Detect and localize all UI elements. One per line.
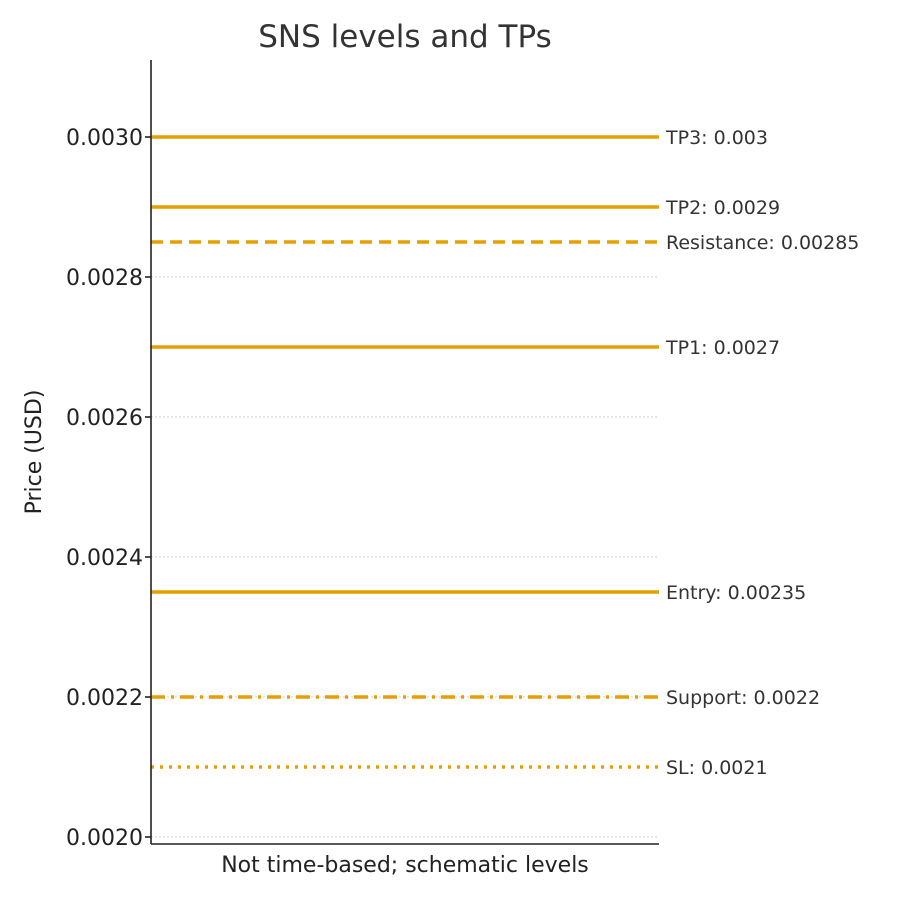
x-axis-label: Not time-based; schematic levels [221, 853, 589, 878]
y-axis-label: Price (USD) [22, 390, 47, 515]
y-tick-label: 0.0024 [66, 546, 143, 571]
y-tick-label: 0.0028 [66, 266, 143, 291]
y-tick-label: 0.0030 [66, 126, 143, 151]
chart-title: SNS levels and TPs [258, 19, 552, 55]
level-label: Resistance: 0.00285 [666, 232, 859, 254]
level-label: TP2: 0.0029 [665, 197, 780, 219]
y-tick-label: 0.0022 [66, 686, 143, 711]
y-axis-ticks: 0.0020 0.0022 0.0024 0.0026 0.0028 0.0030 [66, 126, 151, 851]
level-label: TP3: 0.003 [665, 127, 768, 149]
level-lines [151, 135, 659, 769]
level-labels: TP3: 0.003 TP2: 0.0029 Resistance: 0.00285… [665, 127, 859, 779]
level-label: SL: 0.0021 [666, 757, 768, 779]
y-tick-label: 0.0026 [66, 406, 143, 431]
level-label: Support: 0.0022 [666, 687, 820, 709]
level-label: Entry: 0.00235 [666, 582, 806, 604]
y-tick-label: 0.0020 [66, 826, 143, 851]
level-label: TP1: 0.0027 [665, 337, 780, 359]
